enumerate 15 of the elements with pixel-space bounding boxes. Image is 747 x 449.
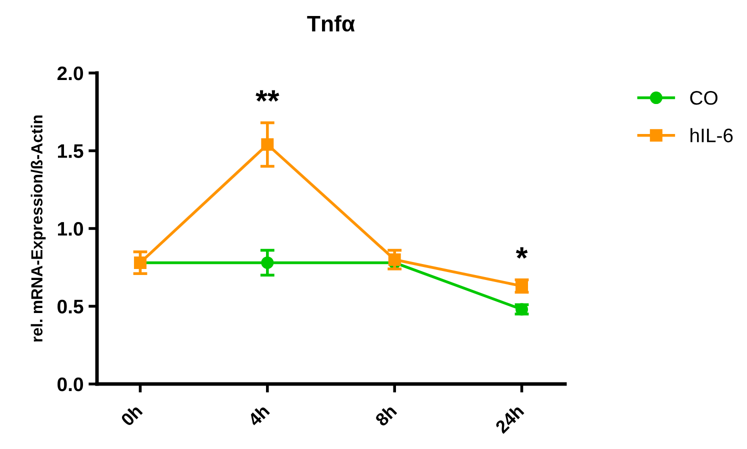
y-axis-title: rel. mRNA-Expression/ß-Actin — [30, 115, 46, 342]
annotation: ** — [256, 90, 280, 102]
y-tick-label: 2.0 — [57, 66, 84, 80]
y-tick-label: 1.0 — [58, 222, 84, 236]
legend-label: CO — [690, 91, 718, 105]
x-tick-label: 24h — [494, 404, 524, 434]
x-tick-label: 8h — [374, 404, 398, 427]
y-tick-label: 0.0 — [58, 377, 84, 392]
annotation: * — [516, 247, 528, 259]
x-tick-label: 4h — [246, 404, 270, 428]
y-tick-label: 0.5 — [58, 300, 84, 314]
chart-title: Tnfα — [307, 15, 355, 32]
y-tick-label: 1.5 — [58, 144, 84, 158]
x-tick-label: 0h — [120, 404, 143, 427]
legend-label: hIL-6 — [690, 128, 733, 142]
